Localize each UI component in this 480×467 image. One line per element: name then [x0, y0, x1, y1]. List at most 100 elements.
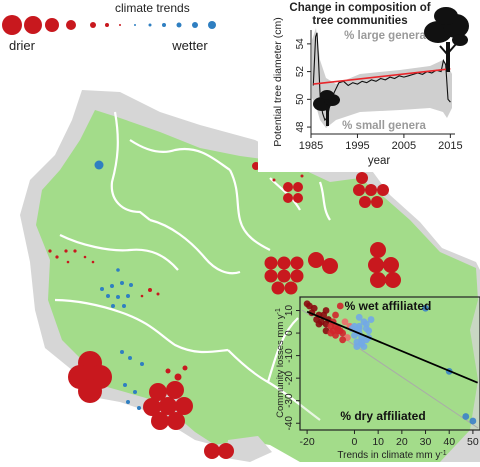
plot-site-drier: [277, 256, 291, 270]
plot-site-wetter: [106, 294, 110, 298]
plot-site-drier: [371, 196, 383, 208]
inset-top-small-genera-label: % small genera: [342, 120, 426, 132]
x-tick-label: 10: [372, 436, 384, 448]
inset-bottom-xlabel: Trends in climate mm y-1: [337, 450, 446, 461]
plot-site-wetter: [126, 400, 130, 404]
plot-site-drier: [264, 256, 278, 270]
y-tick-label: 0: [284, 330, 295, 336]
x-tick-label: 2005: [392, 140, 416, 152]
scatter-point-wet: [362, 325, 370, 332]
scatter-point-wet: [353, 343, 361, 350]
x-tick-label: 40: [443, 436, 455, 448]
plot-site-wetter: [110, 284, 114, 288]
large-tree-icon: [424, 7, 469, 72]
legend-circle-drier: [90, 22, 96, 28]
scatter-point-wet: [367, 316, 375, 323]
inset-community-scatter: -20 0 10 20 30 40 50 10 0 -10 -20 -30 -40 % wet affi…: [275, 296, 480, 461]
plot-site-drier: [151, 412, 169, 430]
climate-trends-legend: climate trends drier wetter: [2, 1, 216, 53]
plot-site-drier: [283, 182, 293, 192]
y-tick-label: -40: [284, 416, 295, 431]
plot-site-drier: [66, 260, 70, 264]
y-tick-label: 50: [295, 93, 306, 105]
plot-site-wetter: [133, 390, 137, 394]
x-tick-label: 2015: [438, 140, 462, 152]
inset-top-title-line1: Change in composition of: [289, 2, 430, 14]
y-tick-label: -30: [284, 393, 295, 408]
regression-line: [306, 310, 478, 384]
diameter-series-line: [312, 32, 451, 122]
legend-circle-drier: [2, 15, 22, 35]
scatter-point-wet: [355, 325, 363, 332]
inset-bottom-ylabel-sup: -1: [275, 308, 282, 314]
legend-circle-wetter: [208, 21, 216, 29]
plot-site-wetter: [100, 287, 104, 291]
country-border: [318, 181, 331, 221]
scatter-point-wet: [422, 304, 429, 312]
inset-bottom-xlabel-text: Trends in climate mm y: [337, 450, 440, 461]
plot-site-drier: [218, 443, 234, 459]
inset-top-ticks: 1985 1995 2005 2015 48 50 52 54: [295, 38, 463, 152]
inset-bottom-ylabel: Community losses mm y-1: [275, 308, 286, 418]
country-border: [269, 177, 301, 211]
legend-wetter-label: wetter: [171, 38, 208, 53]
legend-circle-wetter: [134, 24, 136, 26]
country-border: [59, 234, 179, 271]
plot-site-drier: [284, 281, 298, 295]
plot-site-drier: [174, 373, 182, 381]
plot-site-drier: [143, 398, 161, 416]
country-border: [129, 139, 231, 171]
scatter-point-wet: [462, 413, 470, 420]
legend-circle-wetter: [176, 22, 182, 28]
plot-site-drier: [353, 184, 365, 196]
inset-top-ylabel: Potential tree diameter (cm): [272, 17, 284, 147]
plot-site-wetter: [122, 304, 126, 308]
scatter-point-dry: [322, 307, 330, 314]
y-tick-label: 10: [284, 305, 295, 317]
inset-diameter-timeseries: Change in composition of tree communitie…: [258, 0, 480, 172]
legend-circle-drier: [105, 23, 109, 27]
scatter-point-dry: [336, 302, 344, 310]
inset-top-large-genera-label: % large genera: [344, 30, 426, 42]
plot-site-drier: [293, 182, 303, 192]
plot-site-drier: [356, 172, 368, 184]
legend-circle-wetter: [148, 23, 152, 27]
scatter-point-wet: [355, 313, 363, 321]
scatter-point-wet: [358, 338, 365, 346]
country-border: [266, 317, 299, 383]
inset-bottom-marks: [303, 300, 478, 425]
country-border: [149, 218, 241, 275]
plot-site-drier: [300, 174, 304, 178]
plot-site-drier: [159, 397, 177, 415]
legend-circle-wetter: [192, 22, 198, 28]
country-border: [229, 169, 271, 251]
plot-site-drier: [140, 294, 144, 298]
scatter-point-dry: [341, 318, 349, 326]
x-tick-label: 20: [396, 436, 408, 448]
legend-circle-wetter: [162, 23, 166, 27]
plot-site-wetter: [123, 383, 127, 387]
x-tick-label: 50: [467, 436, 479, 448]
plot-site-wetter: [94, 160, 104, 170]
plot-site-drier: [365, 184, 377, 196]
plot-site-drier: [73, 249, 77, 253]
plot-site-drier: [264, 269, 278, 283]
confidence-band: [312, 28, 452, 128]
plot-site-drier: [272, 178, 276, 182]
plot-site-drier: [322, 258, 338, 274]
plot-site-wetter: [116, 295, 120, 299]
inset-bottom-ticks: -20 0 10 20 30 40 50 10 0 -10 -20 -30 -40: [284, 305, 479, 448]
plot-site-drier: [167, 412, 185, 430]
plot-site-drier: [64, 249, 68, 253]
plot-site-drier: [148, 288, 152, 292]
legend-circle-drier: [119, 24, 121, 26]
plot-site-drier: [368, 257, 384, 273]
country-border: [110, 111, 151, 221]
plot-site-drier: [165, 368, 171, 374]
plot-site-drier: [383, 257, 399, 273]
scatter-point-dry: [339, 336, 347, 344]
plot-site-drier: [277, 269, 291, 283]
scatter-point-wet: [469, 417, 477, 425]
plot-site-drier: [78, 379, 102, 403]
